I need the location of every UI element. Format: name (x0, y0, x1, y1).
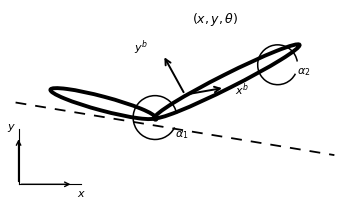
Text: $\alpha_1$: $\alpha_1$ (175, 129, 189, 141)
Text: $\alpha_2$: $\alpha_2$ (296, 66, 310, 78)
Text: $x^b$: $x^b$ (235, 81, 249, 98)
Text: $y$: $y$ (6, 122, 16, 135)
Text: $y^b$: $y^b$ (134, 39, 148, 57)
Text: $x$: $x$ (77, 189, 86, 199)
Text: $(x, y, \theta)$: $(x, y, \theta)$ (192, 12, 238, 28)
